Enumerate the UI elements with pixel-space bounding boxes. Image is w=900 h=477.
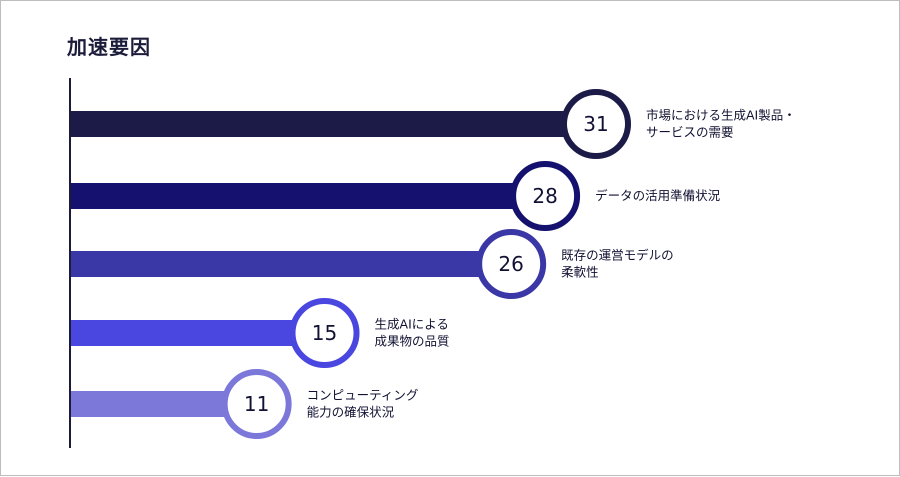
category-label: 能力の確保状況 — [307, 405, 395, 420]
chart-title: 加速要因 — [67, 35, 151, 59]
bar — [71, 320, 325, 346]
category-label: コンピューティング — [307, 388, 419, 403]
category-label: 市場における生成AI製品・ — [646, 108, 796, 123]
data-label: 31 — [583, 112, 608, 136]
data-label: 26 — [498, 252, 523, 276]
category-label: 柔軟性 — [561, 265, 599, 280]
data-label: 15 — [312, 321, 337, 345]
value-bubble — [476, 229, 547, 299]
category-label: 既存の運営モデルの — [561, 248, 674, 263]
value-bubble — [221, 369, 292, 439]
bar — [71, 183, 546, 209]
value-bubble — [289, 298, 360, 368]
bar — [71, 251, 512, 277]
value-bubble — [510, 161, 581, 231]
category-label: データの活用準備状況 — [595, 188, 721, 203]
category-label: 成果物の品質 — [375, 334, 450, 349]
data-label: 11 — [244, 392, 269, 416]
category-label: 生成AIによる — [375, 317, 449, 332]
data-label: 28 — [532, 184, 557, 208]
value-bubble — [561, 89, 631, 159]
bar — [71, 111, 596, 137]
category-label: サービスの需要 — [646, 125, 734, 140]
